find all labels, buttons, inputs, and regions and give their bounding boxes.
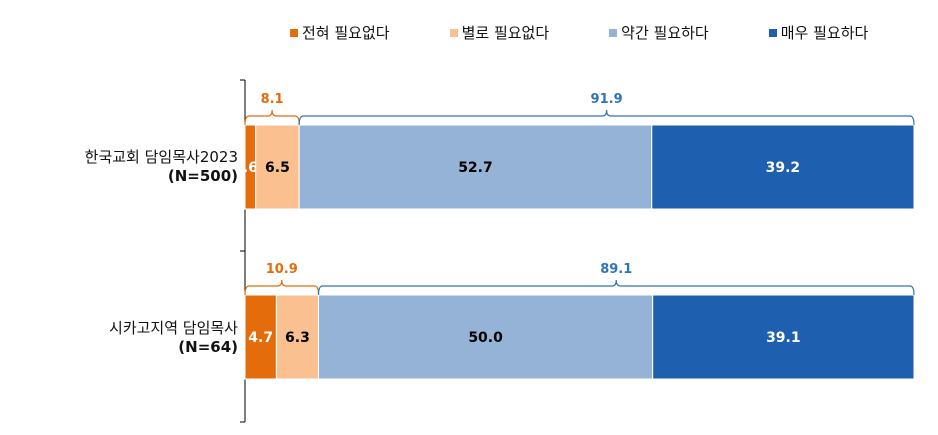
data-label-r2-s1: 4.7 (248, 330, 273, 346)
legend: 전혀 필요없다 별로 필요없다 약간 필요하다 매우 필요하다 (290, 22, 868, 43)
data-label-r1-s3: 52.7 (458, 160, 493, 176)
legend-item-3: 약간 필요하다 (609, 22, 709, 43)
category-name-1: 한국교회 담임목사2023 (84, 148, 238, 166)
data-label-r2-s3: 50.0 (468, 330, 503, 346)
data-label-r1-s2: 6.5 (265, 160, 290, 176)
legend-swatch-2 (449, 28, 458, 37)
data-label-r2-s2: 6.3 (285, 330, 310, 346)
legend-item-2: 별로 필요없다 (449, 22, 550, 43)
bar-segment-r2-s2 (275, 294, 320, 380)
category-label-1: 한국교회 담임목사2023 (N=500) (20, 148, 238, 186)
group-bracket-4 (317, 279, 915, 296)
data-label-r2-s4: 39.1 (766, 330, 801, 346)
legend-swatch-4 (768, 28, 777, 37)
legend-label-1: 전혀 필요없다 (302, 24, 390, 42)
data-label-r1-s1: .6 (243, 160, 258, 176)
legend-label-3: 약간 필요하다 (621, 24, 709, 42)
category-label-2: 시카고지역 담임목사 (N=64) (20, 319, 238, 357)
category-name-2: 시카고지역 담임목사 (109, 319, 238, 337)
group-bracket-1 (244, 109, 300, 126)
legend-swatch-1 (290, 28, 298, 37)
bar-segment-r1-s3 (298, 124, 653, 210)
data-label-r1-s4: 39.2 (766, 160, 801, 176)
bar-segment-r2-s4 (652, 294, 915, 380)
category-sub-1: (N=500) (167, 167, 238, 185)
group-bracket-2 (298, 109, 915, 126)
bar-segment-r1-s2 (255, 124, 300, 210)
group-label-3: 10.9 (266, 262, 298, 277)
legend-label-4: 매우 필요하다 (780, 24, 869, 42)
group-label-1: 8.1 (261, 92, 284, 107)
bar-segment-r2-s3 (318, 294, 654, 380)
legend-item-1: 전혀 필요없다 (290, 22, 390, 43)
bar-segment-r1-s4 (651, 124, 915, 210)
legend-swatch-3 (609, 28, 618, 37)
bar-segment-r2-s1 (244, 294, 277, 380)
legend-item-4: 매우 필요하다 (768, 22, 869, 43)
legend-label-2: 별로 필요없다 (461, 24, 550, 42)
group-bracket-3 (244, 279, 320, 296)
group-label-2: 91.9 (591, 92, 623, 107)
category-sub-2: (N=64) (178, 338, 238, 356)
group-label-4: 89.1 (600, 262, 632, 277)
